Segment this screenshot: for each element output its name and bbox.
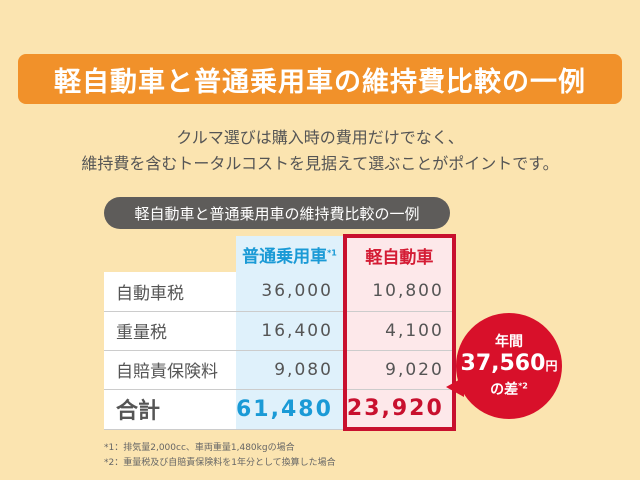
- header-normal-car: 普通乗用車*1: [236, 236, 345, 272]
- table-header-row: 普通乗用車*1 軽自動車: [104, 234, 456, 272]
- footnote-2: *2：重量税及び自賠責保険料を1年分として換算した場合: [104, 458, 336, 468]
- difference-bubble: 年間 37,560円 の差*2: [446, 313, 562, 419]
- page-title: 軽自動車と普通乗用車の維持費比較の一例: [18, 54, 622, 104]
- intro-line-2: 維持費を含むトータルコストを見据えて選ぶことがポイントです。: [81, 154, 559, 173]
- comparison-table: 普通乗用車*1 軽自動車 自動車税 36,000 10,800 重量税 16,400 4…: [104, 234, 456, 431]
- footnote-1: *1：排気量2,000cc、車両重量1,480kgの場合: [104, 443, 295, 453]
- table-row: 自賠責保険料 9,080 9,020: [104, 350, 456, 390]
- intro-line-1: クルマ選びは購入時の費用だけでなく、: [176, 128, 464, 147]
- table-row: 自動車税 36,000 10,800: [104, 272, 456, 312]
- table-row: 重量税 16,400 4,100: [104, 311, 456, 351]
- header-kei-car: 軽自動車: [342, 234, 456, 272]
- table-caption: 軽自動車と普通乗用車の維持費比較の一例: [104, 197, 450, 229]
- table-total-row: 合計 61,480 23,920: [104, 389, 456, 431]
